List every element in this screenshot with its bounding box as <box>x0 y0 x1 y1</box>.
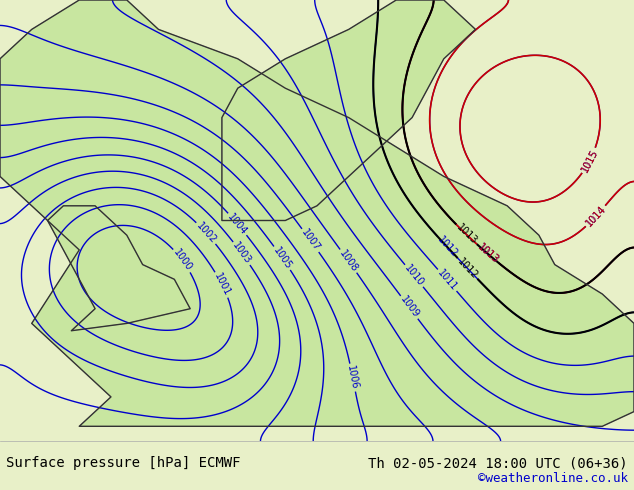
Text: 1005: 1005 <box>271 245 294 271</box>
Text: 1015: 1015 <box>579 147 600 174</box>
Text: 1006: 1006 <box>346 365 360 391</box>
Text: 1009: 1009 <box>398 294 420 320</box>
Text: 1004: 1004 <box>226 212 249 237</box>
Text: Surface pressure [hPa] ECMWF: Surface pressure [hPa] ECMWF <box>6 456 241 470</box>
Text: 1012: 1012 <box>455 256 480 281</box>
Text: 1012: 1012 <box>436 235 460 260</box>
Text: 1013: 1013 <box>454 222 479 246</box>
Text: 1014: 1014 <box>584 204 608 229</box>
Text: 1007: 1007 <box>299 227 321 253</box>
Text: ©weatheronline.co.uk: ©weatheronline.co.uk <box>477 472 628 485</box>
Text: 1002: 1002 <box>194 220 218 245</box>
Text: 1001: 1001 <box>212 271 232 298</box>
Text: Th 02-05-2024 18:00 UTC (06+36): Th 02-05-2024 18:00 UTC (06+36) <box>368 456 628 470</box>
Text: 1000: 1000 <box>171 247 193 273</box>
Text: 1003: 1003 <box>231 241 253 266</box>
Text: 1013: 1013 <box>475 242 500 266</box>
Text: 1008: 1008 <box>337 248 359 274</box>
Text: 1014: 1014 <box>584 204 608 229</box>
Text: 1015: 1015 <box>579 147 600 174</box>
Text: 1010: 1010 <box>403 263 425 289</box>
Text: 1011: 1011 <box>436 268 459 293</box>
Text: 1013: 1013 <box>475 242 500 266</box>
